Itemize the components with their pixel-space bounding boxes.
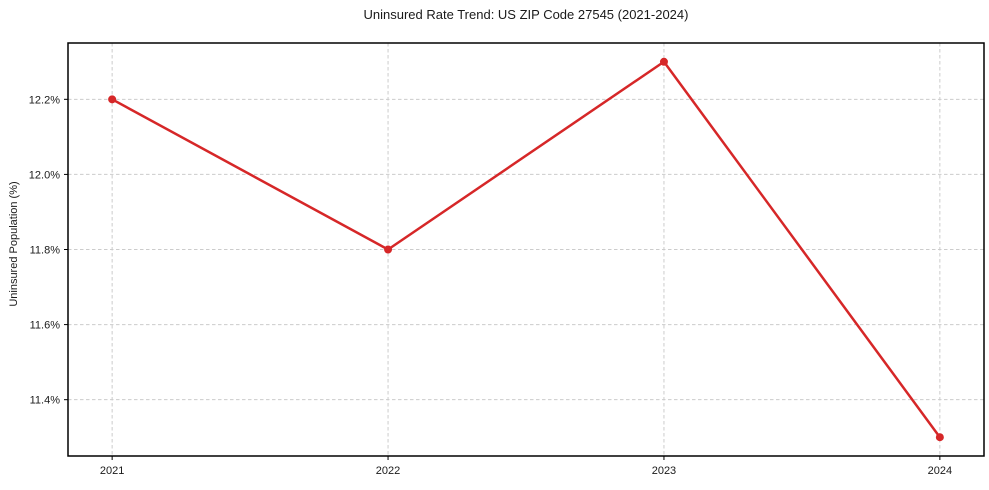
y-tick-label: 12.0% — [29, 169, 60, 181]
x-tick-label: 2021 — [100, 465, 124, 477]
y-tick-label: 11.4% — [30, 395, 61, 407]
data-point — [384, 245, 393, 254]
data-point — [659, 57, 668, 66]
data-point — [108, 95, 117, 104]
y-tick-label: 12.2% — [29, 94, 60, 106]
y-tick-label: 11.6% — [30, 320, 61, 332]
data-point — [935, 433, 944, 442]
trend-line — [111, 60, 941, 438]
x-tick-label: 2022 — [376, 465, 400, 477]
y-tick-label: 11.8% — [30, 245, 61, 257]
chart-title: Uninsured Rate Trend: US ZIP Code 27545 … — [363, 7, 689, 22]
x-tick-label: 2023 — [652, 465, 676, 477]
x-tick-label: 2024 — [928, 465, 952, 477]
